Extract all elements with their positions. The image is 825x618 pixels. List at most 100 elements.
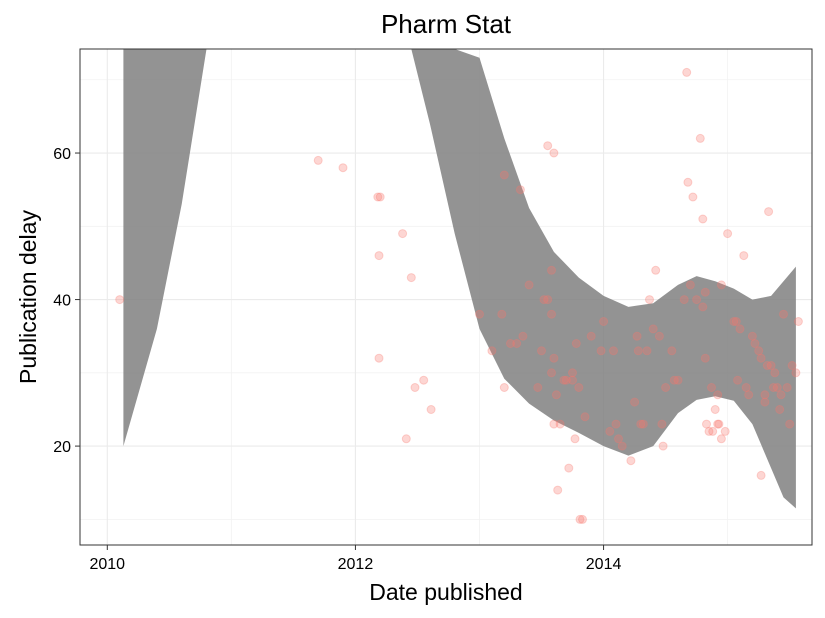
data-point	[782, 383, 792, 392]
data-point	[611, 419, 621, 429]
data-point	[609, 346, 618, 356]
data-point	[769, 383, 778, 392]
data-point	[410, 383, 420, 392]
data-point	[695, 133, 705, 143]
data-point	[729, 317, 739, 326]
data-point	[648, 324, 658, 334]
y-axis: 20 40 60	[53, 146, 80, 456]
data-point	[580, 412, 590, 422]
data-point	[756, 470, 766, 480]
data-point	[679, 295, 689, 305]
data-point	[547, 265, 556, 275]
data-point	[700, 353, 710, 363]
data-point	[499, 170, 509, 180]
data-point	[568, 375, 577, 385]
data-point	[475, 309, 484, 319]
data-point	[313, 155, 323, 165]
x-tick-label: 2014	[586, 556, 622, 573]
data-point	[688, 192, 698, 202]
data-point	[373, 192, 383, 202]
data-point	[419, 375, 429, 385]
data-point	[713, 390, 723, 400]
data-point	[791, 368, 801, 378]
x-axis: 2010 2012 2014	[89, 545, 621, 573]
data-point	[515, 185, 525, 195]
data-point	[698, 214, 708, 224]
data-point	[714, 419, 724, 429]
data-point	[605, 426, 615, 436]
data-point	[750, 339, 760, 348]
data-point	[374, 353, 384, 363]
data-point	[744, 390, 754, 400]
data-point	[406, 273, 416, 283]
data-point	[669, 375, 679, 385]
data-point	[651, 265, 661, 275]
data-point	[760, 397, 770, 407]
data-point	[551, 390, 561, 400]
data-point	[338, 163, 348, 173]
data-point	[586, 331, 596, 341]
data-point	[398, 229, 408, 239]
data-point	[614, 434, 623, 444]
data-point	[657, 419, 667, 429]
data-point	[716, 280, 726, 290]
data-point	[636, 419, 646, 429]
data-point	[707, 383, 716, 392]
x-tick-label: 2010	[89, 556, 125, 573]
data-point	[543, 141, 553, 151]
data-point	[497, 309, 507, 319]
data-point	[626, 456, 636, 466]
y-tick-label: 40	[53, 293, 71, 310]
data-point	[733, 375, 743, 385]
data-point	[764, 207, 774, 217]
data-point	[553, 485, 563, 495]
y-tick-label: 60	[53, 146, 71, 163]
data-point	[710, 405, 720, 414]
data-point	[512, 339, 522, 348]
y-tick-label: 20	[53, 439, 71, 456]
data-point	[779, 309, 788, 319]
data-point	[537, 346, 546, 356]
data-point	[374, 251, 384, 261]
data-point	[739, 251, 749, 261]
data-point	[630, 397, 640, 407]
data-point	[568, 368, 577, 378]
data-point	[599, 317, 609, 326]
data-point	[401, 434, 411, 444]
data-point	[555, 419, 565, 429]
data-point	[574, 383, 584, 392]
data-point	[787, 361, 797, 370]
data-point	[570, 434, 580, 444]
data-point	[731, 317, 741, 326]
data-point	[518, 331, 528, 341]
data-point	[426, 405, 436, 414]
data-point	[543, 295, 553, 305]
data-point	[692, 295, 702, 305]
data-point	[754, 346, 764, 356]
data-point	[115, 295, 125, 305]
data-point	[487, 346, 497, 356]
data-point	[702, 419, 711, 429]
data-point	[645, 295, 654, 305]
data-point	[775, 405, 785, 414]
data-point	[575, 514, 585, 524]
data-point	[704, 426, 714, 436]
data-point	[375, 192, 385, 202]
x-axis-label: Date published	[369, 579, 522, 605]
data-points	[115, 67, 803, 524]
data-point	[741, 383, 751, 392]
x-tick-label: 2012	[338, 556, 374, 573]
data-point	[713, 419, 723, 429]
data-point	[760, 390, 770, 400]
data-point	[632, 331, 642, 341]
data-point	[673, 375, 683, 385]
data-point	[499, 383, 509, 392]
data-point	[547, 368, 556, 378]
data-point	[708, 426, 718, 436]
data-point	[683, 177, 693, 187]
confidence-band	[123, 49, 796, 509]
data-point	[571, 339, 581, 348]
chart-title: Pharm Stat	[381, 9, 512, 39]
data-point	[723, 229, 733, 239]
